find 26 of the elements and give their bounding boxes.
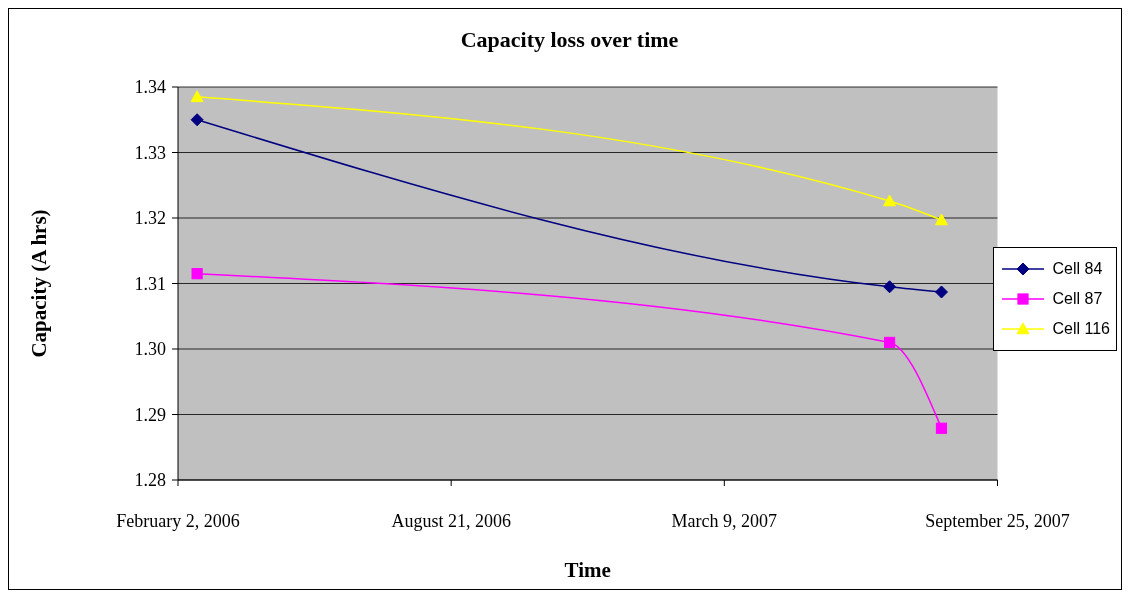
y-tick-label: 1.33 <box>134 142 166 163</box>
x-tick-label: August 21, 2006 <box>391 510 511 531</box>
legend-label: Cell 116 <box>1052 320 1110 338</box>
y-tick-label: 1.28 <box>134 470 166 491</box>
legend-label: Cell 87 <box>1052 290 1103 308</box>
x-tick-label: September 25, 2007 <box>925 510 1070 531</box>
y-tick-label: 1.31 <box>134 273 166 294</box>
y-tick-label: 1.30 <box>134 339 166 360</box>
x-tick-label: February 2, 2006 <box>116 510 240 531</box>
y-tick-label: 1.29 <box>134 404 166 425</box>
y-tick-label: 1.32 <box>134 208 166 229</box>
legend-label: Cell 84 <box>1052 260 1103 278</box>
point <box>190 113 204 127</box>
point <box>934 213 948 226</box>
point <box>883 336 896 349</box>
point <box>934 285 948 299</box>
point <box>191 268 203 280</box>
y-tick-label: 1.34 <box>134 77 166 98</box>
x-tick-label: March 9, 2007 <box>671 510 778 531</box>
point <box>935 422 948 434</box>
chart-title: Capacity loss over time <box>459 27 680 53</box>
x-axis-title: Time <box>564 558 611 582</box>
point <box>190 90 204 103</box>
point <box>883 194 897 207</box>
y-axis-title: Capacity (A hrs) <box>27 209 52 358</box>
point <box>883 280 897 294</box>
